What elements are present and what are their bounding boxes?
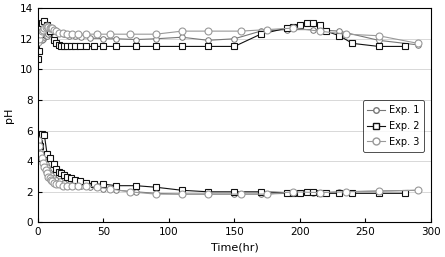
Legend: Exp. 1, Exp. 2, Exp. 3: Exp. 1, Exp. 2, Exp. 3 <box>363 100 424 152</box>
Y-axis label: pH: pH <box>4 108 14 123</box>
X-axis label: Time(hr): Time(hr) <box>210 243 258 253</box>
